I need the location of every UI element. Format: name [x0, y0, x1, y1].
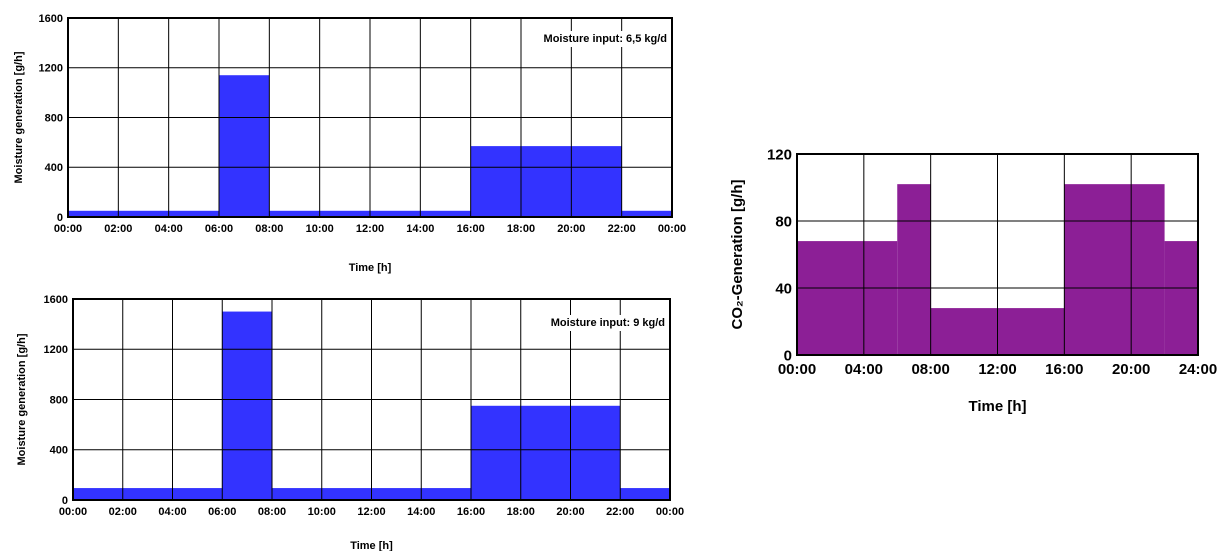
step-area-segment-3	[471, 405, 621, 500]
x-tick-label: 00:00	[59, 506, 87, 518]
step-area-segment-0	[73, 488, 223, 500]
x-tick-label: 22:00	[606, 506, 634, 518]
x-tick-label: 08:00	[911, 361, 949, 378]
x-tick-label: 12:00	[978, 361, 1016, 378]
area-layer	[797, 184, 1198, 355]
x-tick-label: 08:00	[255, 223, 283, 235]
x-tick-label: 18:00	[507, 223, 535, 235]
step-area-segment-0	[68, 210, 219, 217]
tick-label-layer: 00:00 02:00 04:00 06:00 08:00 10:00 12:00 14:00…	[39, 13, 687, 235]
y-tick-label: 800	[50, 394, 68, 406]
x-tick-label: 20:00	[556, 506, 584, 518]
tick-label-layer: 00:00 02:00 04:00 06:00 08:00 10:00 12:00 14:00…	[44, 294, 685, 518]
tick-label-layer: 00:00 04:00 08:00 12:00 16:00 20:00 24:00 0 40 80…	[767, 146, 1217, 378]
x-tick-label: 10:00	[306, 223, 334, 235]
y-axis-label: Moisture generation [g/h]	[16, 333, 28, 465]
step-area-segment-1	[219, 75, 270, 218]
x-tick-label: 00:00	[54, 223, 82, 235]
annotation-background	[539, 31, 671, 47]
y-tick-label: 400	[45, 162, 63, 174]
x-tick-label: 18:00	[507, 506, 535, 518]
y-tick-label: 1600	[44, 294, 68, 306]
plot-frame	[72, 298, 671, 501]
x-axis-label: Time [h]	[350, 540, 393, 551]
x-tick-label: 04:00	[155, 223, 183, 235]
grid-layer	[68, 18, 672, 217]
x-tick-label: 14:00	[407, 506, 435, 518]
x-tick-label: 14:00	[406, 223, 434, 235]
x-tick-label: 16:00	[457, 506, 485, 518]
x-tick-label: 16:00	[1045, 361, 1083, 378]
plot-frame	[67, 17, 673, 218]
co2-generation-chart: 00:00 04:00 08:00 12:00 16:00 20:00 24:00 0 40 80…	[729, 146, 1217, 415]
step-area-segment-4	[1164, 241, 1198, 355]
x-tick-label: 00:00	[778, 361, 816, 378]
step-area-segment-4	[621, 210, 672, 217]
y-tick-label: 80	[775, 213, 792, 230]
y-tick-label: 120	[767, 146, 792, 163]
y-tick-label: 40	[775, 280, 792, 297]
y-tick-label: 400	[50, 445, 68, 457]
moisture-input-annotation: Moisture input: 6,5 kg/d	[544, 33, 667, 45]
x-tick-label: 08:00	[258, 506, 286, 518]
y-tick-label: 0	[62, 495, 68, 507]
x-tick-label: 02:00	[109, 506, 137, 518]
x-tick-label: 20:00	[557, 223, 585, 235]
y-tick-label: 0	[784, 347, 792, 364]
y-tick-label: 1200	[39, 63, 63, 75]
step-area-segment-1	[222, 311, 272, 500]
step-area-segment-0	[797, 241, 898, 355]
x-tick-label: 02:00	[104, 223, 132, 235]
moisture-chart-9: 00:00 02:00 04:00 06:00 08:00 10:00 12:00 14:00…	[16, 294, 684, 551]
step-area-segment-3	[1064, 184, 1165, 355]
grid-layer	[73, 299, 670, 500]
x-tick-label: 00:00	[656, 506, 684, 518]
area-layer	[68, 75, 672, 218]
x-tick-label: 00:00	[658, 223, 686, 235]
grid-layer	[797, 154, 1198, 355]
moisture-chart-6-5: 00:00 02:00 04:00 06:00 08:00 10:00 12:00 14:00…	[13, 13, 686, 274]
step-area-segment-4	[620, 488, 670, 500]
y-tick-label: 0	[57, 212, 63, 224]
x-tick-label: 06:00	[205, 223, 233, 235]
x-tick-label: 20:00	[1112, 361, 1150, 378]
x-tick-label: 12:00	[356, 223, 384, 235]
x-tick-label: 16:00	[457, 223, 485, 235]
x-tick-label: 04:00	[158, 506, 186, 518]
y-tick-label: 1600	[39, 13, 63, 25]
y-axis-label: CO₂-Generation [g/h]	[729, 180, 746, 330]
x-tick-label: 24:00	[1179, 361, 1217, 378]
plot-frame	[796, 153, 1199, 356]
step-area-segment-1	[897, 184, 931, 355]
x-axis-label: Time [h]	[349, 262, 392, 274]
y-tick-label: 1200	[44, 344, 68, 356]
x-tick-label: 12:00	[357, 506, 385, 518]
x-tick-label: 06:00	[208, 506, 236, 518]
y-tick-label: 800	[45, 112, 63, 124]
moisture-input-annotation: Moisture input: 9 kg/d	[551, 317, 665, 329]
y-axis-label: Moisture generation [g/h]	[13, 51, 25, 183]
x-axis-label: Time [h]	[968, 398, 1026, 415]
x-tick-label: 04:00	[845, 361, 883, 378]
x-tick-label: 10:00	[308, 506, 336, 518]
annotation-background	[546, 315, 669, 331]
step-area-segment-3	[470, 146, 622, 217]
x-tick-label: 22:00	[608, 223, 636, 235]
